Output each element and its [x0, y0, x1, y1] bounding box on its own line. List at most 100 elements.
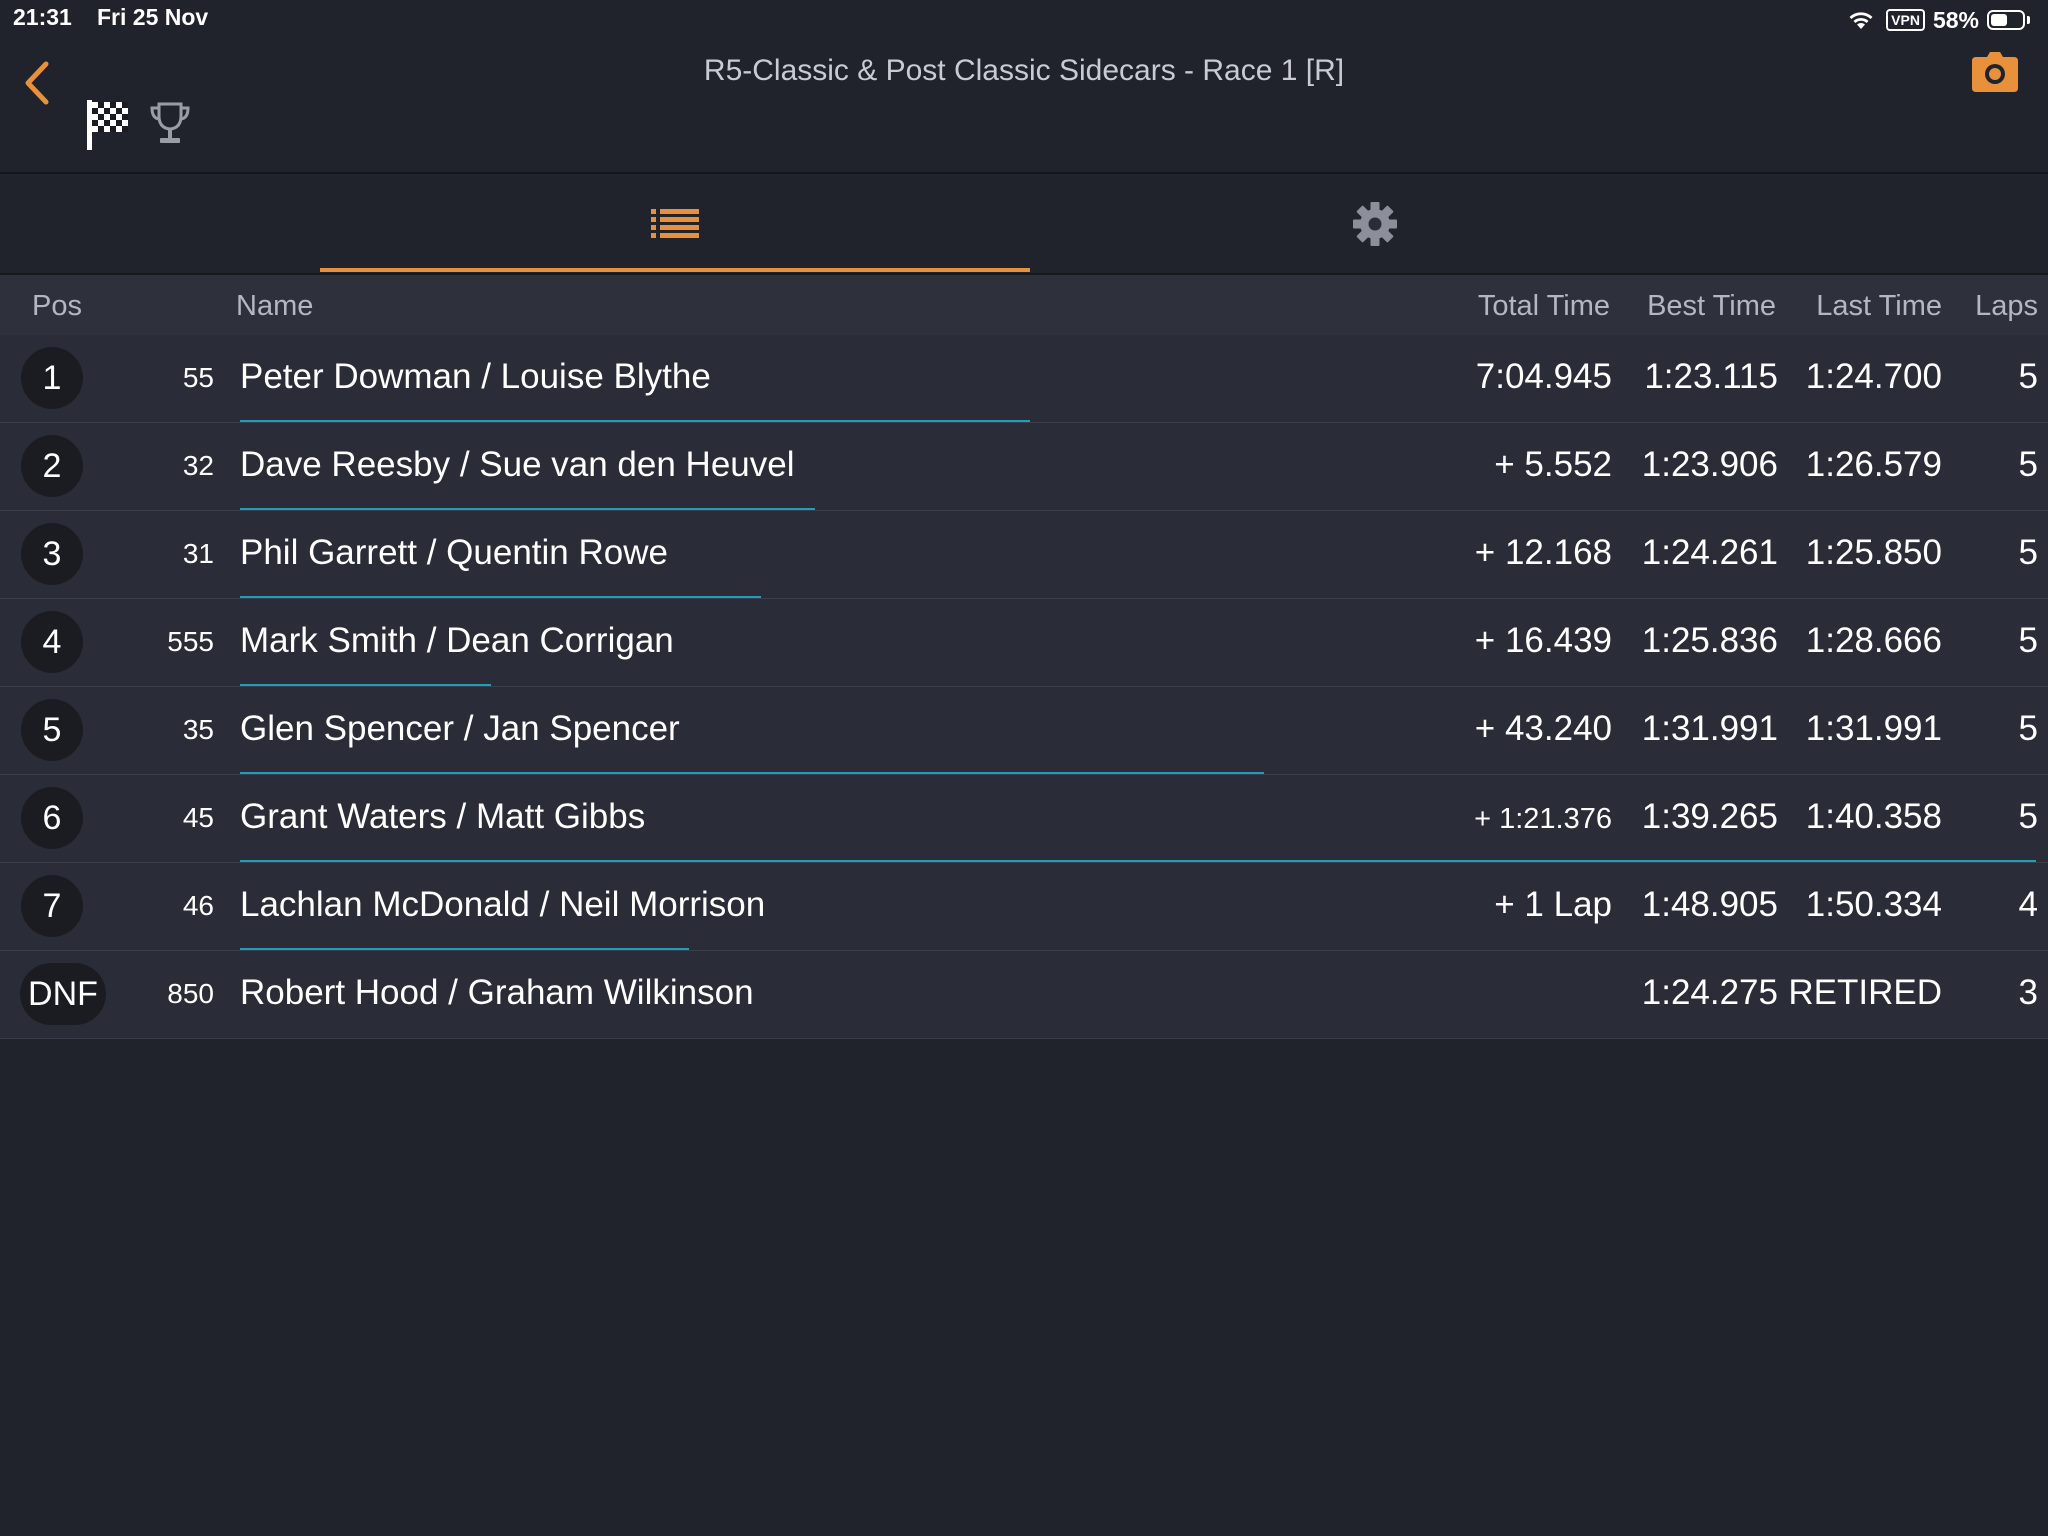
total-time: + 1:21.376 [1474, 803, 1612, 835]
last-time: 1:50.334 [1805, 885, 1942, 924]
progress-track [240, 420, 2036, 422]
page-title: R5-Classic & Post Classic Sidecars - Rac… [703, 54, 1345, 87]
laps-count: 3 [2018, 973, 2038, 1012]
best-time: 1:24.275 [1641, 973, 1778, 1012]
progress-track [240, 860, 2036, 862]
camera-button[interactable] [1972, 52, 2018, 92]
race-number: 32 [182, 450, 214, 481]
status-date: Fri 25 Nov [97, 4, 209, 30]
table-row[interactable]: 5 35 Glen Spencer / Jan Spencer + 43.240… [0, 687, 2048, 775]
last-time: 1:24.700 [1805, 357, 1942, 396]
position-badge: 1 [21, 347, 83, 409]
race-number: 31 [182, 538, 214, 569]
best-time: 1:23.115 [1644, 357, 1778, 396]
progress-bar [240, 860, 2036, 862]
total-time: + 16.439 [1474, 621, 1612, 660]
table-row[interactable]: 1 55 Peter Dowman / Louise Blythe 7:04.9… [0, 335, 2048, 423]
tab-results-list[interactable] [320, 174, 1030, 273]
laps-count: 5 [2018, 621, 2038, 660]
best-time: 1:24.261 [1641, 533, 1778, 572]
tab-settings[interactable] [1020, 174, 1730, 273]
status-indicators: VPN 58% [1846, 6, 2030, 34]
tab-bar [0, 174, 2048, 275]
progress-bar [240, 596, 761, 598]
rider-name: Mark Smith / Dean Corrigan [240, 621, 674, 660]
battery-percentage: 58% [1932, 6, 1979, 33]
battery-tip [2027, 16, 2030, 24]
rider-name: Peter Dowman / Louise Blythe [240, 357, 711, 396]
laps-count: 5 [2018, 357, 2038, 396]
best-time: 1:48.905 [1641, 885, 1778, 924]
laps-count: 5 [2018, 445, 2038, 484]
race-number: 850 [167, 978, 214, 1009]
chevron-left-icon [25, 61, 49, 105]
last-time: 1:31.991 [1805, 709, 1942, 748]
laps-count: 5 [2018, 533, 2038, 572]
last-time: 1:40.358 [1805, 797, 1942, 836]
rider-name: Grant Waters / Matt Gibbs [240, 797, 646, 836]
status-time: 21:31 [13, 4, 72, 30]
last-time: 1:28.666 [1805, 621, 1942, 660]
total-time: + 1 Lap [1494, 885, 1612, 924]
active-tab-indicator [320, 268, 1030, 272]
total-time: + 12.168 [1474, 533, 1612, 572]
rider-name: Phil Garrett / Quentin Rowe [240, 533, 668, 572]
total-time: 7:04.945 [1475, 357, 1612, 396]
table-row[interactable]: 4 555 Mark Smith / Dean Corrigan + 16.43… [0, 599, 2048, 687]
progress-bar [240, 948, 689, 950]
table-row[interactable]: 6 45 Grant Waters / Matt Gibbs + 1:21.37… [0, 775, 2048, 863]
checkered-flag-icon[interactable] [86, 100, 134, 150]
column-header-laps[interactable]: Laps [1975, 290, 2038, 322]
laps-count: 4 [2018, 885, 2038, 924]
column-header-name[interactable]: Name [236, 290, 314, 322]
vpn-badge: VPN [1886, 9, 1925, 31]
position-badge: 7 [21, 875, 83, 937]
best-time: 1:23.906 [1641, 445, 1778, 484]
column-header-total-time[interactable]: Total Time [1477, 290, 1610, 322]
progress-track [240, 948, 2036, 950]
progress-bar [240, 508, 815, 510]
trophy-icon[interactable] [149, 102, 191, 146]
table-row[interactable]: 7 46 Lachlan McDonald / Neil Morrison + … [0, 863, 2048, 951]
column-header-best-time[interactable]: Best Time [1647, 290, 1776, 322]
wifi-icon [1849, 12, 1873, 29]
best-time: 1:39.265 [1641, 797, 1778, 836]
table-row[interactable]: 3 31 Phil Garrett / Quentin Rowe + 12.16… [0, 511, 2048, 599]
progress-bar [240, 420, 1031, 422]
back-button[interactable] [18, 60, 58, 106]
checkered-flag-graphic [87, 100, 128, 150]
last-time: 1:25.850 [1805, 533, 1942, 572]
trophy-graphic [150, 102, 190, 143]
status-bar: 21:31 Fri 25 Nov VPN 58% [0, 0, 2048, 40]
table-row[interactable]: 2 32 Dave Reesby / Sue van den Heuvel + … [0, 423, 2048, 511]
progress-track [240, 772, 2036, 774]
top-bar: R5-Classic & Post Classic Sidecars - Rac… [0, 40, 2048, 174]
progress-bar [240, 772, 1264, 774]
progress-track [240, 1036, 2036, 1038]
laps-count: 5 [2018, 797, 2038, 836]
column-header-pos[interactable]: Pos [32, 290, 82, 322]
last-time: 1:26.579 [1805, 445, 1942, 484]
progress-bar [240, 684, 492, 686]
race-number: 555 [167, 626, 214, 657]
battery-icon [1987, 10, 2025, 30]
rider-name: Robert Hood / Graham Wilkinson [240, 973, 754, 1012]
best-time: 1:25.836 [1641, 621, 1778, 660]
rider-name: Lachlan McDonald / Neil Morrison [240, 885, 766, 924]
best-time: 1:31.991 [1641, 709, 1778, 748]
laps-count: 5 [2018, 709, 2038, 748]
column-header-last-time[interactable]: Last Time [1816, 290, 1942, 322]
position-badge: 6 [21, 787, 83, 849]
progress-track [240, 596, 2036, 598]
table-row[interactable]: DNF 850 Robert Hood / Graham Wilkinson 1… [0, 951, 2048, 1039]
progress-track [240, 684, 2036, 686]
race-number: 55 [182, 362, 214, 393]
total-time: + 5.552 [1494, 445, 1612, 484]
race-number: 35 [182, 714, 214, 745]
last-time: RETIRED [1788, 973, 1942, 1012]
list-icon [651, 208, 699, 238]
rider-name: Glen Spencer / Jan Spencer [240, 709, 680, 748]
position-badge: 2 [21, 435, 83, 497]
position-badge: 3 [21, 523, 83, 585]
battery-level [1991, 14, 2007, 26]
